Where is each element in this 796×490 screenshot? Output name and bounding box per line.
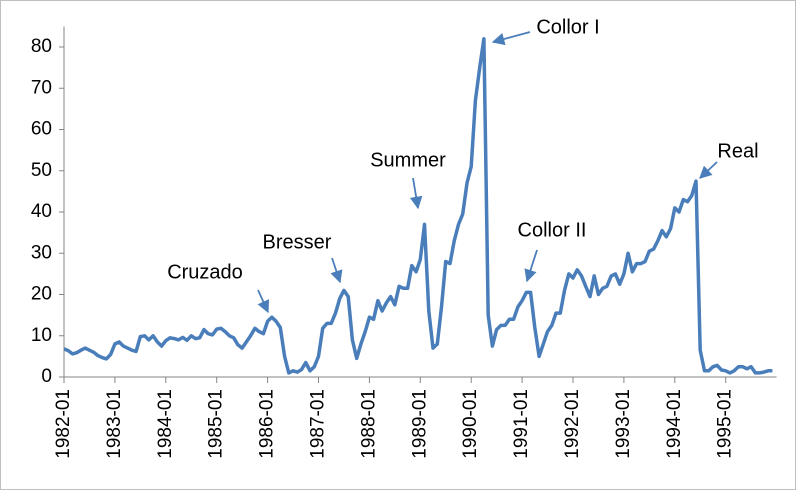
x-tick-label: 1991-01 xyxy=(511,389,532,459)
y-tick-label: 30 xyxy=(31,242,52,263)
y-tick-label: 0 xyxy=(41,366,52,387)
annotation-arrow xyxy=(699,161,718,179)
annotation-arrow xyxy=(524,249,538,283)
x-tick-label: 1983-01 xyxy=(104,389,125,459)
y-tick-label: 50 xyxy=(31,160,52,181)
y-tick-label: 60 xyxy=(31,119,52,140)
x-tick-label: 1990-01 xyxy=(460,389,481,459)
x-tick-label: 1995-01 xyxy=(715,389,736,459)
annotation: Collor I xyxy=(536,16,599,38)
y-tick-label: 10 xyxy=(31,325,52,346)
annotation-arrow xyxy=(491,31,531,46)
x-tick-label: 1982-01 xyxy=(53,389,74,459)
x-tick-label: 1993-01 xyxy=(613,389,634,459)
annotation-arrow xyxy=(409,177,423,210)
x-tick-label: 1988-01 xyxy=(358,389,379,459)
y-tick-label: 20 xyxy=(31,284,52,305)
annotation-arrow xyxy=(330,257,343,284)
annotation-arrow xyxy=(257,289,270,314)
x-tick-label: 1992-01 xyxy=(562,389,583,459)
x-tick-label: 1986-01 xyxy=(257,389,278,459)
annotation: Cruzado xyxy=(167,261,243,283)
x-tick-label: 1984-01 xyxy=(155,389,176,459)
x-tick-label: 1994-01 xyxy=(664,389,685,459)
y-tick-label: 80 xyxy=(31,36,52,57)
data-line xyxy=(63,37,773,375)
annotation: Collor II xyxy=(518,219,587,241)
annotation: Summer xyxy=(370,149,446,171)
x-tick-label: 1989-01 xyxy=(409,389,430,459)
y-tick-label: 40 xyxy=(31,201,52,222)
y-tick-label: 70 xyxy=(31,77,52,98)
x-tick-label: 1985-01 xyxy=(206,389,227,459)
annotation: Real xyxy=(717,140,758,162)
annotation: Bresser xyxy=(263,231,332,253)
x-tick-label: 1987-01 xyxy=(308,389,329,459)
